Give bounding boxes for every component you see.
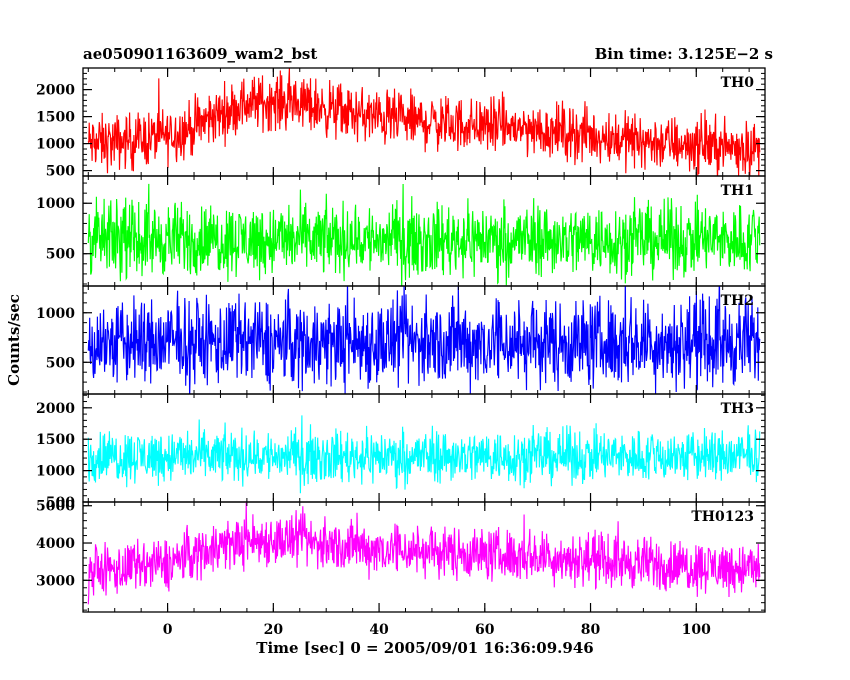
x-tick-label: 20	[264, 622, 284, 638]
series-th2-line	[87, 286, 761, 394]
panel-label: TH2	[721, 293, 754, 309]
y-tick-label: 1500	[36, 110, 75, 126]
x-tick-label: 0	[163, 622, 173, 638]
panel-th2: 500 1000 TH2	[36, 285, 766, 395]
series-th3-line	[87, 415, 761, 494]
y-axis-label: Counts/sec	[5, 294, 23, 386]
series-th1-line	[87, 183, 761, 286]
panel-frame	[82, 501, 766, 613]
y-tick-label: 1000	[36, 196, 75, 212]
y-tick-label: 500	[46, 495, 75, 511]
x-tick-label: 40	[369, 622, 389, 638]
panel-th1: 500 1000 TH1	[36, 175, 766, 287]
y-tick-label: 2000	[36, 83, 75, 99]
panel-th0: 500 1000 1500 2000 TH0	[36, 67, 766, 180]
y-tick-label: 1500	[36, 432, 75, 448]
panel-label: TH0	[721, 75, 755, 91]
x-axis-label: Time [sec] 0 = 2005/09/01 16:36:09.946	[256, 639, 593, 657]
y-tick-label: 1000	[36, 464, 75, 480]
panel-label: TH3	[721, 401, 754, 417]
series-th0123-line	[87, 502, 761, 605]
bin-time-label: Bin time: 3.125E−2 s	[595, 45, 773, 63]
x-tick-label: 60	[475, 622, 495, 638]
panel-label: TH0123	[691, 509, 754, 525]
y-tick-label: 5000	[36, 499, 75, 515]
y-tick-label: 500	[46, 355, 75, 371]
chart-title: ae050901163609_wam2_bst	[83, 45, 317, 63]
panel-th3: 500 1000 1500 2000 TH3	[36, 393, 766, 511]
y-tick-label: 4000	[36, 536, 75, 552]
y-tick-label: 3000	[36, 573, 75, 589]
panel-label: TH1	[721, 183, 754, 199]
y-tick-label: 2000	[36, 401, 75, 417]
y-tick-label: 500	[46, 164, 75, 180]
y-tick-label: 1000	[36, 306, 75, 322]
series-th0-line	[87, 68, 761, 176]
panel-th0123: 3000 4000 5000 TH0123	[36, 499, 766, 613]
x-tick-label: 80	[581, 622, 601, 638]
y-tick-label: 500	[46, 247, 75, 263]
y-tick-label: 1000	[36, 137, 75, 153]
x-tick-label: 100	[682, 622, 711, 638]
